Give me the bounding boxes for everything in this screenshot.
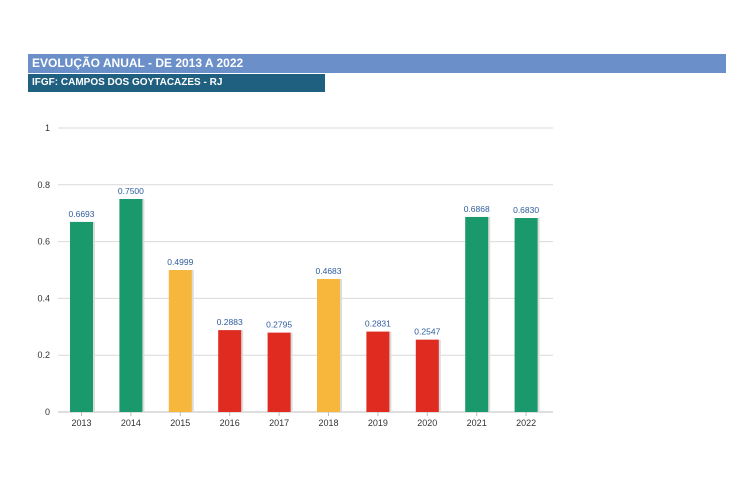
bar [317, 279, 340, 412]
y-tick-label: 0.2 [37, 350, 50, 360]
y-tick-label: 0 [45, 407, 50, 417]
chart-title: EVOLUÇÃO ANUAL - DE 2013 A 2022 [28, 54, 726, 73]
y-tick-label: 0.4 [37, 293, 50, 303]
x-tick-label: 2017 [269, 418, 289, 428]
y-tick-label: 0.6 [37, 237, 50, 247]
data-label: 0.2795 [266, 320, 292, 330]
data-label: 0.2883 [217, 317, 243, 327]
bar [70, 221, 93, 412]
y-tick-label: 1 [45, 123, 50, 133]
data-label: 0.2831 [365, 319, 391, 329]
data-label: 0.6868 [464, 204, 490, 214]
data-label: 0.6830 [513, 205, 539, 215]
x-tick-label: 2013 [71, 418, 91, 428]
data-label: 0.4683 [316, 266, 342, 276]
x-tick-label: 2020 [417, 418, 437, 428]
x-tick-label: 2019 [368, 418, 388, 428]
bar [514, 218, 538, 412]
x-tick-label: 2022 [516, 418, 536, 428]
y-tick-label: 0.8 [37, 180, 50, 190]
chart-subtitle: IFGF: CAMPOS DOS GOYTACAZES - RJ [28, 74, 325, 92]
bar [415, 339, 439, 412]
x-tick-label: 2021 [467, 418, 487, 428]
bar [218, 330, 242, 412]
data-label: 0.4999 [167, 257, 193, 267]
bar [168, 270, 192, 412]
bar [119, 199, 143, 412]
data-label: 0.6693 [69, 209, 95, 219]
x-tick-label: 2018 [318, 418, 338, 428]
bar [267, 332, 291, 412]
x-tick-label: 2014 [121, 418, 141, 428]
data-label: 0.2547 [414, 327, 440, 337]
data-label: 0.7500 [118, 186, 144, 196]
x-tick-label: 2016 [220, 418, 240, 428]
bar [366, 331, 390, 412]
x-tick-label: 2015 [170, 418, 190, 428]
bar [465, 216, 489, 412]
